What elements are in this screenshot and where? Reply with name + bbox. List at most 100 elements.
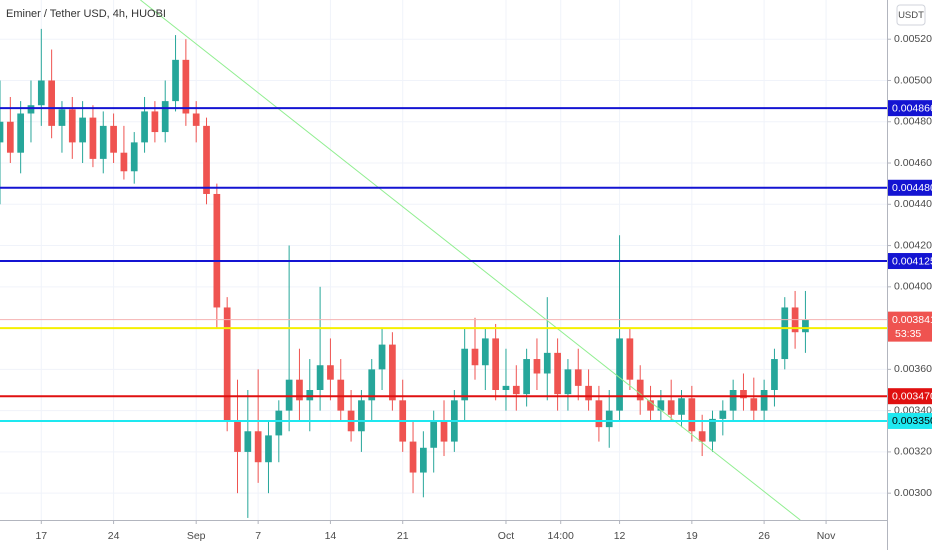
candle-body (275, 410, 283, 436)
candle-body (585, 385, 592, 401)
y-tick-label: 0.005200 (894, 33, 932, 45)
candle-body (203, 125, 210, 194)
candle-body (378, 344, 386, 370)
candle-body (37, 80, 45, 106)
level-label-box (888, 253, 932, 270)
candle-body (678, 398, 685, 415)
candle-body (719, 410, 727, 419)
plot (0, 0, 887, 521)
candle-body (626, 338, 634, 380)
candle-body (543, 352, 551, 374)
candle-body (358, 400, 365, 432)
last-price-label: 0.003841 (892, 314, 932, 326)
candle-body (771, 359, 778, 390)
x-tick-label: 17 (35, 530, 47, 542)
candle-body (409, 441, 417, 473)
candle-body (213, 193, 221, 308)
x-tick-label: 12 (614, 530, 626, 542)
candle-body (502, 385, 510, 390)
candle-body (6, 121, 14, 153)
level-label: 0.004866 (892, 102, 932, 114)
candle-body (729, 390, 737, 411)
candle-body (110, 125, 117, 153)
x-tick-label: Oct (498, 530, 514, 542)
candle-body (740, 390, 747, 399)
candle-body (285, 379, 293, 411)
candle-body (17, 113, 25, 153)
level-label-box (888, 100, 932, 117)
level-label-box (888, 388, 932, 405)
candle-body (461, 348, 469, 401)
candle-body (192, 113, 200, 126)
x-tick-label: 19 (686, 530, 698, 542)
candle-body (68, 109, 76, 143)
countdown-label: 53:35 (895, 328, 921, 340)
candle-body (120, 152, 128, 172)
candle-body (481, 338, 489, 366)
candle-body (182, 59, 190, 114)
axis: 0.0030000.0032000.0034000.0036000.003800… (35, 33, 932, 542)
candle-body (554, 352, 561, 395)
x-tick-label: Nov (817, 530, 836, 542)
candle-body (647, 400, 654, 411)
candle-body (512, 385, 520, 395)
candle-body (172, 59, 179, 102)
x-tick-label: 14 (325, 530, 337, 542)
candle-body (79, 117, 86, 143)
candle-body (595, 400, 603, 428)
candle-body (368, 369, 376, 401)
candle-body (389, 344, 396, 401)
candle-body (657, 400, 665, 411)
level-label: 0.004480 (892, 182, 932, 194)
candle-body (316, 365, 324, 390)
candle-body (244, 431, 252, 452)
level-label-box (888, 179, 932, 196)
x-tick-label: 7 (255, 530, 261, 542)
candle-body (0, 121, 4, 143)
candle-body (533, 359, 541, 374)
candle-body (574, 369, 582, 386)
level-label: 0.003470 (892, 390, 932, 402)
level-label-box (888, 412, 932, 429)
candle-body (89, 117, 97, 159)
candle-body (296, 379, 303, 401)
candle-body (605, 410, 613, 428)
x-tick-label: 24 (108, 530, 120, 542)
x-tick-label: 26 (758, 530, 770, 542)
chart-title: Eminer / Tether USD, 4h, HUOBI (6, 8, 166, 20)
currency-box[interactable] (896, 4, 926, 26)
candle-body (141, 111, 148, 143)
candle-body (48, 80, 55, 126)
candle-body (306, 390, 314, 401)
candle-body (616, 338, 623, 411)
candle-body (471, 348, 479, 366)
level-label: 0.004125 (892, 255, 932, 267)
candle-body (492, 338, 500, 390)
candle-body (99, 125, 107, 159)
candle-body (802, 319, 809, 333)
candle-body (27, 105, 35, 114)
candle-body (440, 420, 448, 442)
candle-body (58, 109, 66, 126)
candle-body (430, 420, 438, 448)
x-tick-label: 14:00 (548, 530, 574, 542)
candle-body (760, 390, 768, 411)
candle-body (254, 431, 262, 463)
candle-body (564, 369, 572, 395)
currency-label[interactable]: USDT (898, 10, 924, 21)
candle-body (781, 307, 789, 360)
x-tick-label: Sep (187, 530, 206, 542)
candle-body (420, 447, 427, 473)
trendline (140, 0, 801, 521)
